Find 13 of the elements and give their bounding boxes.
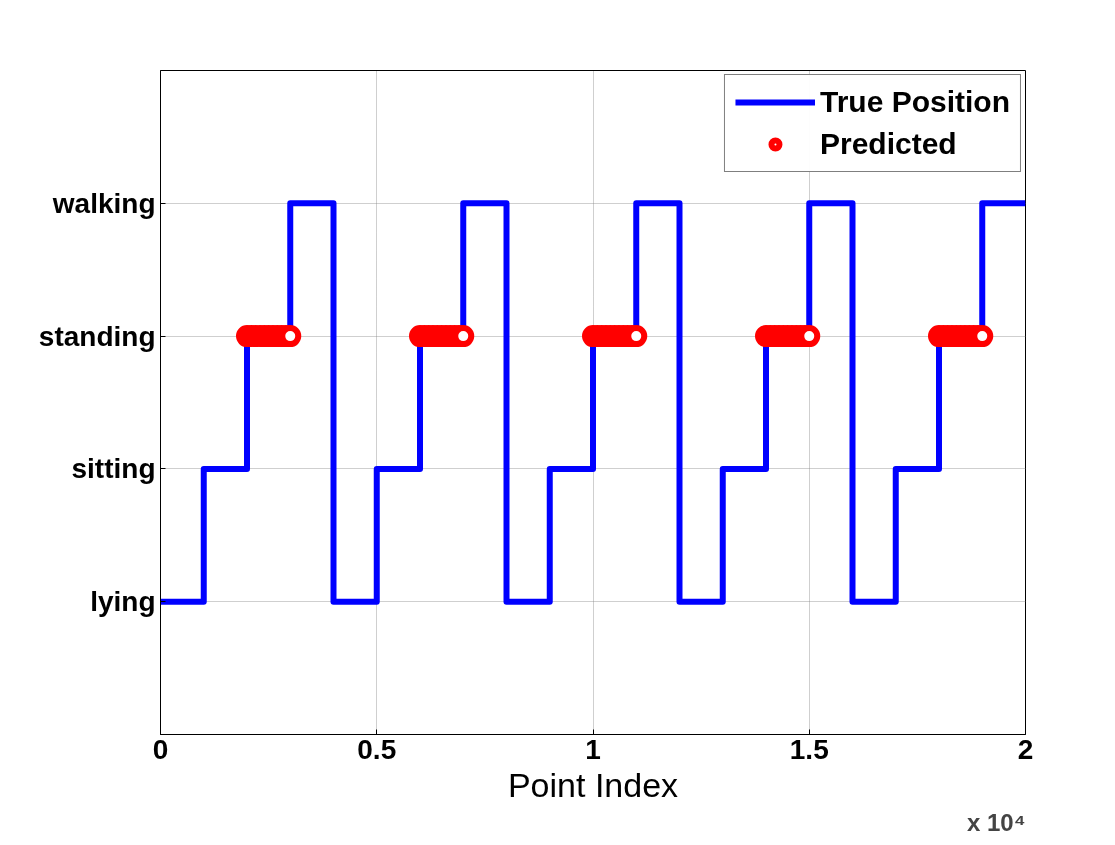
x-tick-label: 0 xyxy=(152,733,169,765)
x-axis-title: Point Index xyxy=(507,765,679,804)
legend-label: Predicted xyxy=(819,127,957,161)
text: x 10⁴ xyxy=(966,808,1026,836)
x-tick-label: 1 xyxy=(585,733,601,765)
x-tick-label: 0.5 xyxy=(357,733,397,765)
category-label: sitting xyxy=(71,453,156,485)
category-label: lying xyxy=(90,586,156,618)
category-label: standing xyxy=(38,320,156,352)
x-tick-label: 2 xyxy=(1017,733,1034,765)
legend-label: True Position xyxy=(819,85,1010,119)
x-tick-label: 1.5 xyxy=(789,733,829,765)
category-label: walking xyxy=(52,187,156,219)
